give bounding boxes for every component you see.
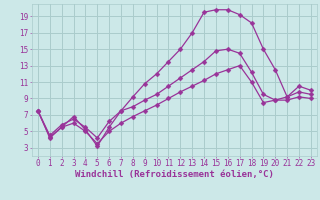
X-axis label: Windchill (Refroidissement éolien,°C): Windchill (Refroidissement éolien,°C) [75, 170, 274, 179]
